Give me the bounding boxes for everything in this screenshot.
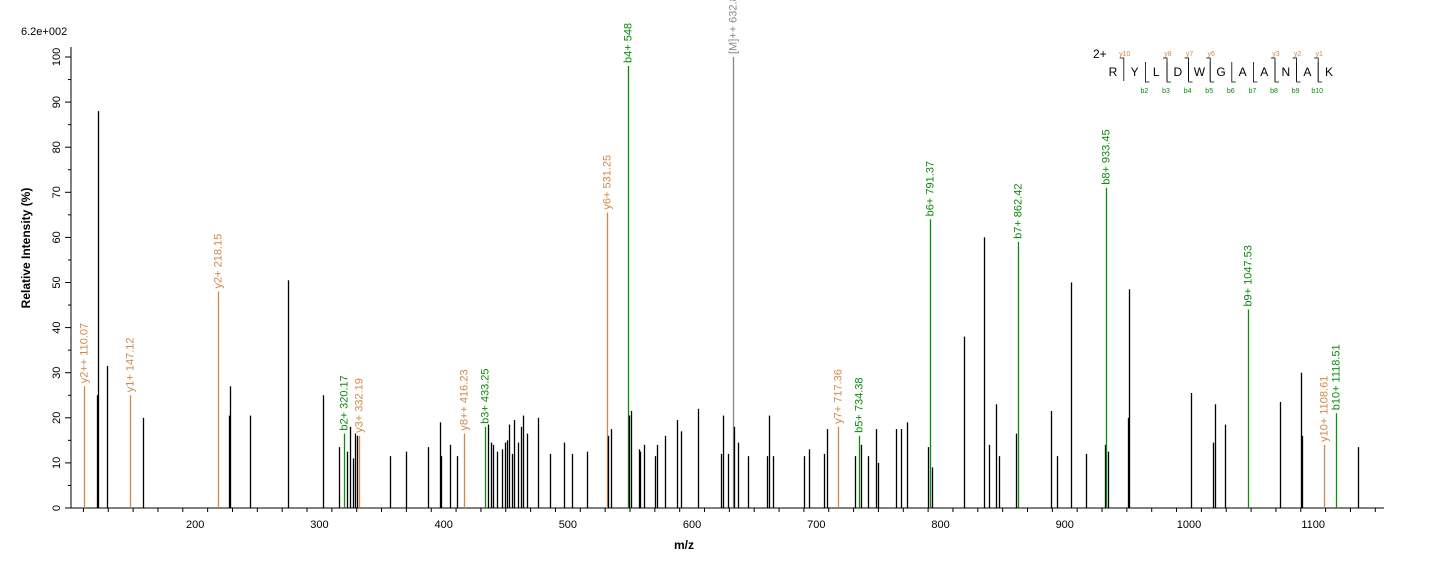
peak-label: y10+ 1108.61 [1319, 376, 1331, 442]
y-tick-label: 0 [51, 505, 63, 511]
b-ion-bracket [1209, 62, 1215, 83]
y-ion-bracket [1292, 57, 1297, 81]
y-tick-label: 10 [51, 457, 63, 469]
x-tick-label: 300 [310, 519, 328, 531]
peak-label: y8++ 416.23 [459, 369, 471, 430]
peak-label: b5+ 734.38 [854, 377, 866, 432]
y-tick-label: 40 [51, 321, 63, 333]
x-tick-label: 400 [434, 519, 452, 531]
y-ion-label: y8 [1164, 51, 1172, 58]
charge-state: 2+ [1093, 47, 1107, 61]
y-tick-label: 20 [51, 412, 63, 424]
x-tick-label: 1100 [1301, 519, 1325, 531]
sequence-residue: K [1325, 65, 1333, 79]
axes: 200 300 400 500 600 700 800 900 1000 1100 0 10 20 30 4… [51, 47, 1384, 531]
y-ion-bracket [1119, 57, 1125, 81]
y-ion-label: y1 [1315, 51, 1323, 58]
peak-label: b7+ 862.42 [1013, 184, 1025, 239]
x-tick-label: 1000 [1177, 519, 1201, 531]
b-ion-bracket [1253, 62, 1258, 83]
intensity-scale: 6.2e+002 [21, 26, 67, 38]
x-axis-title: m/z [674, 538, 694, 552]
peak-label: y2++ 110.07 [79, 323, 91, 383]
y-ion-label: y7 [1186, 51, 1194, 58]
y-tick-label: 70 [51, 186, 63, 198]
peak-labels: y2++ 110.07 y1+ 147.12 y2+ 218.15 b2+ 320.1… [79, 0, 1343, 442]
y-ion-label: y6 [1207, 51, 1215, 58]
sequence-residue: R [1109, 65, 1118, 79]
y-ion-label: y2 [1294, 51, 1302, 58]
y-tick-label: 60 [51, 231, 63, 243]
peak-label: y6+ 531.25 [602, 155, 614, 210]
b-ion-label: b9 [1292, 88, 1300, 95]
y-ion-bracket [1206, 57, 1211, 81]
y-ion-bracket [1184, 57, 1189, 81]
x-tick-label: 500 [559, 519, 577, 531]
sequence-residue: D [1173, 65, 1182, 79]
y-ion-bracket [1163, 57, 1168, 81]
peak-label: y1+ 147.12 [125, 338, 137, 393]
x-tick-label: 900 [1056, 519, 1074, 531]
sequence-residue: N [1281, 65, 1290, 79]
b-ion-label: b3 [1162, 88, 1170, 95]
b-ion-bracket [1145, 62, 1150, 83]
peak-label: b6+ 791.37 [925, 161, 937, 216]
y-ion-bracket [1271, 57, 1276, 81]
y-tick-label: 100 [51, 48, 63, 66]
y-tick-label: 50 [51, 276, 63, 288]
x-tick-label: 200 [186, 519, 204, 531]
y-tick-label: 30 [51, 367, 63, 379]
peaks [83, 57, 1360, 508]
peak-label: y3+ 332.19 [354, 378, 366, 433]
b-ion-label: b4 [1184, 88, 1192, 95]
sequence-residue: Y [1131, 65, 1139, 79]
y-ion-bracket [1314, 57, 1319, 81]
peak-label: [M]++ 632.84 [728, 0, 740, 54]
b-ion-label: b7 [1249, 88, 1257, 95]
y-ion-label: y3 [1272, 51, 1280, 58]
sequence-residue: A [1260, 65, 1268, 79]
peak-label: b2+ 320.17 [339, 375, 351, 430]
sequence-residue: W [1194, 65, 1206, 79]
b-ion-label: b8 [1270, 88, 1278, 95]
y-tick-label: 90 [51, 96, 63, 108]
b-ion-label: b2 [1141, 88, 1149, 95]
b-ion-bracket [1296, 62, 1301, 83]
b-ion-bracket [1166, 62, 1171, 83]
peak-label: b10+ 1118.51 [1331, 344, 1343, 410]
x-tick-label: 600 [683, 519, 701, 531]
b-ion-bracket [1317, 62, 1323, 83]
b-ion-bracket [1188, 62, 1193, 83]
y-axis-title: Relative Intensity (%) [19, 188, 33, 309]
sequence-residue: A [1239, 65, 1247, 79]
y-ion-label: y10 [1119, 51, 1130, 58]
peak-label: b9+ 1047.53 [1243, 245, 1255, 306]
b-ion-bracket [1274, 62, 1279, 83]
x-tick-label: 800 [931, 519, 949, 531]
peak-label: b4+ 548 [623, 23, 635, 63]
sequence-residue: L [1153, 65, 1160, 79]
y-tick-label: 80 [51, 141, 63, 153]
peak-label: b8+ 933.45 [1101, 129, 1113, 184]
b-ion-label: b5 [1205, 88, 1213, 95]
b-ion-bracket [1231, 62, 1236, 83]
peak-label: b3+ 433.25 [480, 368, 492, 423]
b-ion-label: b10 [1311, 88, 1323, 95]
peak-label: y7+ 717.36 [833, 369, 845, 424]
sequence-residue: A [1303, 65, 1311, 79]
peak-label: y2+ 218.15 [213, 234, 225, 289]
x-tick-label: 700 [807, 519, 825, 531]
sequence-residue: G [1216, 65, 1225, 79]
b-ion-label: b6 [1227, 88, 1235, 95]
